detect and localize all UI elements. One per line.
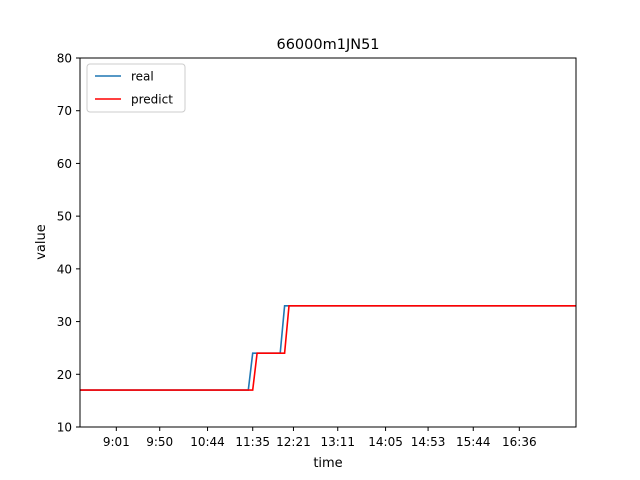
y-tick-label: 70 xyxy=(57,104,72,118)
series-line-predict xyxy=(80,304,576,391)
plot-frame xyxy=(79,57,577,428)
y-axis: 10 20 30 40 50 60 70 80 xyxy=(57,52,80,435)
y-tick-label: 10 xyxy=(57,421,72,435)
legend-label-real: real xyxy=(131,70,154,84)
legend: real predict xyxy=(86,63,186,113)
x-axis-label: time xyxy=(313,456,342,471)
y-tick-label: 60 xyxy=(57,157,72,171)
x-tick-label: 16:36 xyxy=(502,435,537,449)
chart-title: 66000m1JN51 xyxy=(276,37,379,53)
x-tick-label: 15:44 xyxy=(456,435,491,449)
plot-series-layer xyxy=(80,304,576,391)
x-tick-label: 9:50 xyxy=(146,435,173,449)
y-tick-label: 20 xyxy=(57,368,72,382)
x-tick-label: 9:01 xyxy=(103,435,130,449)
y-tick-label: 30 xyxy=(57,315,72,329)
x-tick-label: 14:05 xyxy=(368,435,403,449)
x-axis: 9:01 9:50 10:44 11:35 12:21 13:11 14:05 14:53 15… xyxy=(103,427,537,449)
y-axis-label: value xyxy=(34,224,49,260)
legend-label-predict: predict xyxy=(131,93,173,107)
x-tick-label: 10:44 xyxy=(190,435,225,449)
x-tick-label: 11:35 xyxy=(235,435,270,449)
x-tick-label: 14:53 xyxy=(411,435,446,449)
y-tick-label: 80 xyxy=(57,52,72,66)
y-tick-label: 40 xyxy=(57,262,72,276)
y-tick-label: 50 xyxy=(57,210,72,224)
x-tick-label: 13:11 xyxy=(320,435,355,449)
x-tick-label: 12:21 xyxy=(276,435,311,449)
